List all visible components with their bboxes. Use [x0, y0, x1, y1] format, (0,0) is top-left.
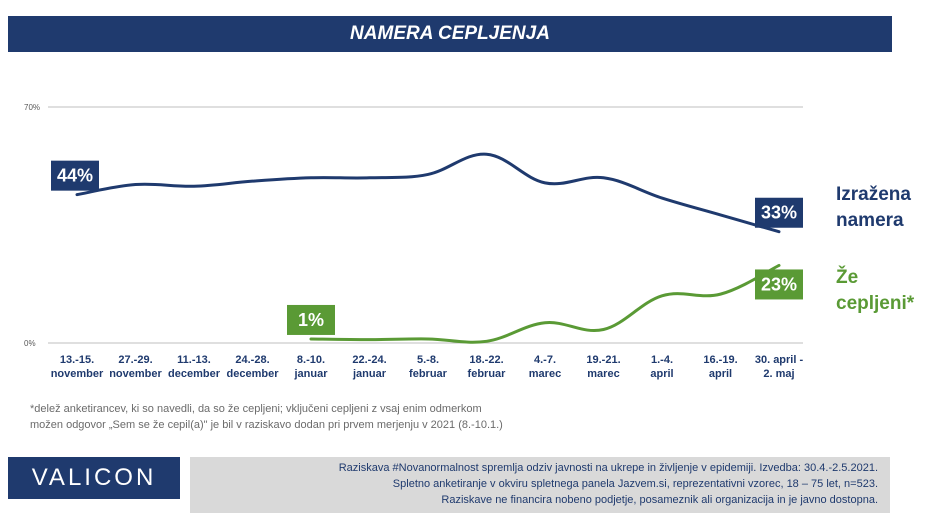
series-name-0-1: namera: [836, 210, 904, 231]
x-tick-label-6-0: 5.-8.: [417, 354, 439, 366]
valicon-logo: VALICON: [8, 457, 180, 499]
x-tick-label-4-1: januar: [293, 368, 328, 380]
x-tick-label-8-0: 4.-7.: [534, 354, 556, 366]
x-tick-label-12-1: 2. maj: [763, 368, 794, 380]
y-tick-label-1: 70%: [24, 103, 40, 112]
title-bar: NAMERA CEPLJENJA: [8, 16, 892, 52]
data-label-box-0-1: [755, 197, 803, 228]
footnote-line-1: *delež anketirancev, ki so navedli, da s…: [30, 403, 482, 415]
x-tick-label-5-0: 22.-24.: [352, 354, 386, 366]
x-tick-label-9-0: 19.-21.: [586, 354, 620, 366]
info-line-1: Raziskava #Novanormalnost spremlja odziv…: [338, 462, 878, 474]
x-tick-label-2-0: 11.-13.: [177, 354, 211, 366]
line-chart: 0% 70% 13.-15. november 27.-29. november 11.-1…: [24, 103, 915, 380]
chart-title: NAMERA CEPLJENJA: [350, 23, 550, 44]
series-name-1-0: Že: [836, 266, 858, 288]
x-tick-label-6-1: februar: [409, 368, 448, 380]
x-tick-label-4-0: 8.-10.: [297, 354, 325, 366]
series-line-0: [75, 152, 781, 234]
x-tick-label-3-0: 24.-28.: [235, 354, 269, 366]
data-label-0-1: 33%: [761, 203, 797, 223]
x-tick-label-7-0: 18.-22.: [469, 354, 503, 366]
data-label-1-1: 23%: [761, 274, 797, 294]
series-line-1: [309, 263, 781, 344]
x-tick-label-1-1: november: [109, 368, 162, 380]
x-tick-label-8-1: marec: [529, 368, 561, 380]
footnote-line-2: možen odgovor „Sem se že cepil(a)" je bi…: [30, 419, 503, 431]
x-tick-label-0-1: november: [51, 368, 104, 380]
data-label-box-1-1: [755, 269, 803, 300]
x-tick-label-11-0: 16.-19.: [703, 354, 737, 366]
x-tick-label-7-1: februar: [468, 368, 507, 380]
x-tick-label-11-1: april: [709, 368, 732, 380]
info-box: Raziskava #Novanormalnost spremlja odziv…: [190, 457, 890, 513]
data-label-box-0-0: [51, 160, 99, 191]
data-label-1-0: 1%: [298, 310, 324, 330]
x-tick-label-9-1: marec: [587, 368, 619, 380]
info-line-3: Raziskave ne financira nobeno podjetje, …: [441, 494, 878, 506]
series-name-0-0: Izražena: [836, 184, 911, 205]
x-tick-label-3-1: december: [227, 368, 280, 380]
series-name-1-1: cepljeni*: [836, 293, 915, 314]
x-tick-label-2-1: december: [168, 368, 221, 380]
x-tick-label-10-0: 1.-4.: [651, 354, 673, 366]
x-tick-label-5-1: januar: [352, 368, 387, 380]
data-label-box-1-0: [287, 304, 335, 335]
info-line-2: Spletno anketiranje v okviru spletnega p…: [392, 478, 878, 490]
y-tick-label-0: 0%: [24, 339, 36, 348]
x-tick-label-12-0: 30. april -: [755, 354, 804, 366]
data-label-0-0: 44%: [57, 166, 93, 186]
logo-text: VALICON: [31, 464, 157, 491]
x-tick-label-10-1: april: [650, 368, 673, 380]
x-tick-label-1-0: 27.-29.: [118, 354, 152, 366]
x-tick-label-0-0: 13.-15.: [60, 354, 94, 366]
